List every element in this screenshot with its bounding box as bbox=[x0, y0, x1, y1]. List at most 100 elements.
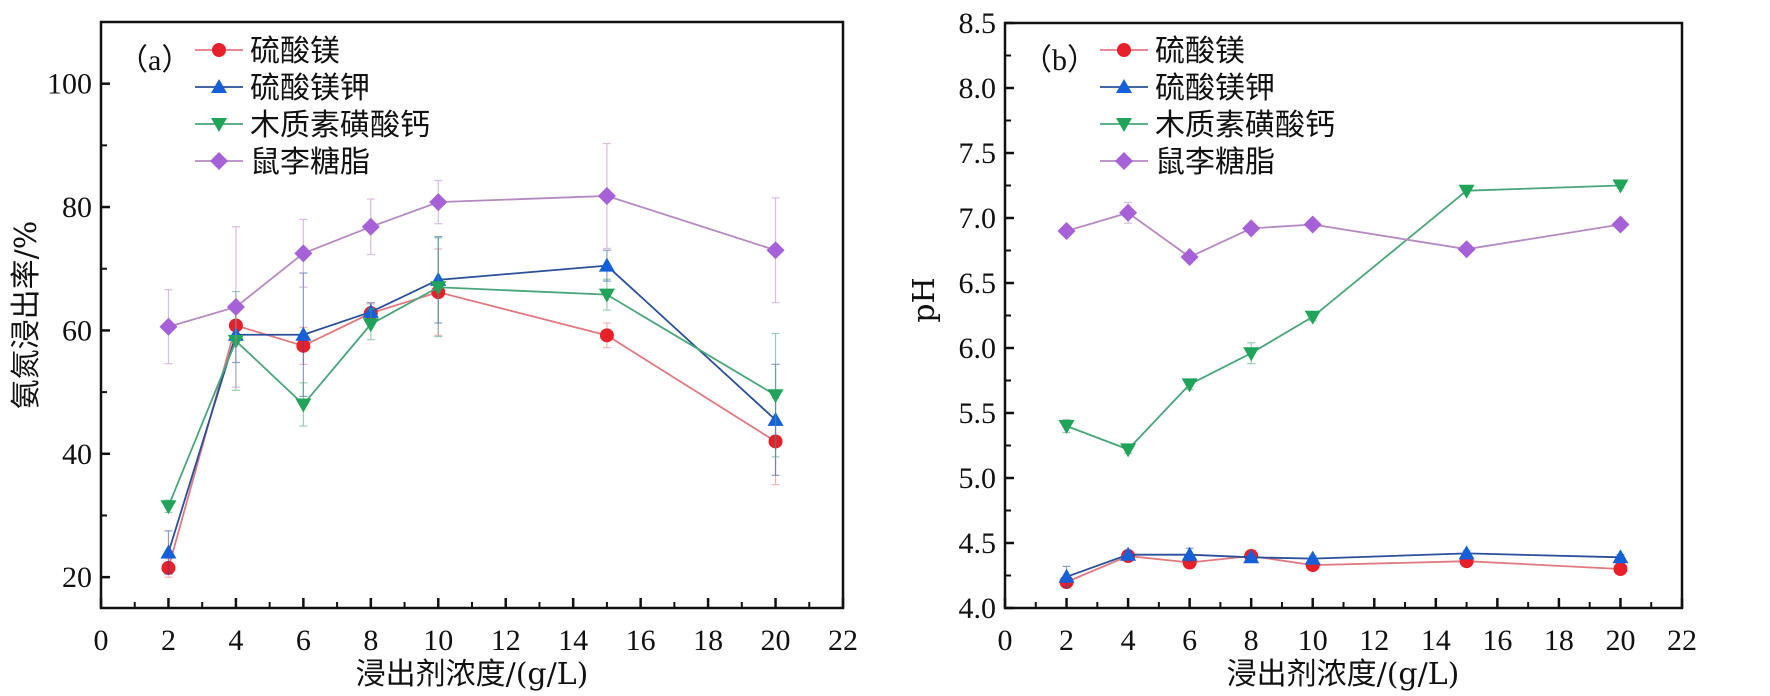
legend-item: 木质素磺酸钙 bbox=[1100, 108, 1335, 143]
x-tick-label: 14 bbox=[1421, 624, 1451, 657]
data-point bbox=[766, 241, 785, 260]
legend-label: 木质素磺酸钙 bbox=[1155, 108, 1335, 143]
series-line bbox=[167, 264, 777, 553]
chart-a-y-axis-title: 氨氮浸出率/% bbox=[9, 221, 44, 410]
y-tick-label: 80 bbox=[62, 191, 92, 224]
data-point bbox=[1058, 420, 1075, 434]
y-tick-label: 40 bbox=[62, 438, 92, 471]
data-point bbox=[159, 317, 178, 336]
legend-marker bbox=[1115, 152, 1133, 170]
x-tick-label: 12 bbox=[1359, 624, 1389, 657]
y-tick-label: 20 bbox=[62, 561, 92, 594]
data-point bbox=[1611, 215, 1630, 234]
legend-item: 硫酸镁钾 bbox=[195, 71, 370, 106]
y-tick-label: 60 bbox=[62, 314, 92, 347]
x-tick-label: 0 bbox=[998, 624, 1013, 657]
legend-item: 硫酸镁钾 bbox=[1100, 71, 1275, 106]
x-tick-label: 4 bbox=[1121, 624, 1136, 657]
data-point bbox=[1180, 248, 1199, 266]
data-point bbox=[1612, 549, 1629, 564]
legend-label: 鼠李糖脂 bbox=[250, 145, 370, 180]
chart-a-plot-frame bbox=[99, 20, 845, 610]
x-tick-label: 16 bbox=[626, 624, 656, 657]
y-tick-label: 7.5 bbox=[959, 137, 997, 170]
data-point bbox=[1181, 546, 1198, 561]
y-tick-label: 8.0 bbox=[959, 72, 997, 105]
data-point bbox=[1057, 222, 1076, 240]
data-point bbox=[1243, 549, 1260, 564]
chart-b-y-ticks: 4.0 4.5 5.0 5.5 6.0 6.5 7.0 7.5 8.0 8.5 bbox=[959, 7, 1014, 625]
series-line bbox=[1066, 555, 1621, 583]
data-point bbox=[1242, 219, 1261, 238]
y-tick-label: 4.0 bbox=[959, 592, 997, 625]
legend-marker bbox=[210, 152, 228, 170]
y-tick-label: 7.0 bbox=[959, 202, 997, 235]
x-tick-label: 2 bbox=[161, 624, 176, 657]
x-tick-label: 8 bbox=[363, 624, 378, 657]
x-tick-label: 6 bbox=[1182, 624, 1197, 657]
data-point bbox=[1612, 179, 1629, 194]
chart-a-series bbox=[159, 142, 785, 578]
data-point bbox=[160, 500, 177, 515]
data-point bbox=[1058, 568, 1075, 583]
x-tick-label: 4 bbox=[228, 624, 243, 657]
legend-label: 硫酸镁 bbox=[1155, 34, 1245, 69]
legend-marker bbox=[1116, 118, 1132, 132]
legend-item: 木质素磺酸钙 bbox=[195, 108, 430, 143]
series-4 bbox=[1057, 201, 1630, 266]
legend-item: 鼠李糖脂 bbox=[1100, 145, 1275, 180]
x-tick-label: 22 bbox=[1667, 624, 1697, 657]
data-point bbox=[429, 193, 448, 212]
legend-label: 鼠李糖脂 bbox=[1155, 145, 1275, 180]
legend-item: 硫酸镁 bbox=[1100, 34, 1245, 69]
series-3 bbox=[160, 237, 784, 515]
x-tick-label: 10 bbox=[1298, 624, 1328, 657]
data-point bbox=[430, 281, 447, 296]
x-tick-label: 0 bbox=[94, 624, 109, 657]
legend-marker bbox=[1117, 43, 1131, 57]
x-tick-label: 2 bbox=[1059, 624, 1074, 657]
chart-b-series bbox=[1057, 179, 1630, 589]
data-point bbox=[295, 398, 312, 413]
series-1 bbox=[161, 248, 783, 578]
data-point bbox=[767, 389, 784, 404]
y-tick-label: 8.5 bbox=[959, 7, 997, 40]
data-point bbox=[1304, 310, 1321, 325]
data-point bbox=[1243, 347, 1260, 362]
data-point bbox=[1304, 550, 1321, 565]
legend-item: 硫酸镁 bbox=[195, 34, 340, 69]
x-tick-label: 12 bbox=[491, 624, 521, 657]
data-point bbox=[361, 217, 380, 236]
legend-label: 硫酸镁 bbox=[250, 34, 340, 69]
series-2 bbox=[1058, 545, 1629, 588]
legend-marker bbox=[1116, 79, 1132, 93]
data-point bbox=[1303, 215, 1322, 234]
chart-b-panel-label: （b） bbox=[1022, 44, 1097, 77]
legend-label: 木质素磺酸钙 bbox=[250, 108, 430, 143]
chart-b-x-axis-title: 浸出剂浓度/(g/L) bbox=[1227, 657, 1460, 692]
y-tick-label: 5.0 bbox=[959, 462, 997, 495]
series-4 bbox=[159, 142, 785, 388]
data-point bbox=[295, 326, 312, 341]
chart-a-panel-label: （a） bbox=[118, 44, 191, 77]
x-tick-label: 20 bbox=[1605, 624, 1635, 657]
data-point bbox=[597, 186, 616, 205]
y-tick-label: 6.5 bbox=[959, 267, 997, 300]
data-point bbox=[1120, 546, 1137, 561]
chart-b-x-ticks: 0 2 4 6 8 10 12 14 16 18 20 22 bbox=[998, 598, 1697, 657]
series-line bbox=[167, 286, 777, 507]
chart-a-x-ticks: 0 2 4 6 8 10 12 14 16 18 20 22 bbox=[94, 598, 858, 657]
data-point bbox=[294, 244, 313, 263]
legend-marker bbox=[212, 43, 226, 57]
x-tick-label: 16 bbox=[1482, 624, 1512, 657]
legend-label: 硫酸镁钾 bbox=[1155, 71, 1275, 106]
series-line bbox=[168, 195, 776, 328]
data-point bbox=[1613, 562, 1628, 576]
x-tick-label: 6 bbox=[296, 624, 311, 657]
x-tick-label: 20 bbox=[761, 624, 791, 657]
chart-b-y-axis-title: pH bbox=[907, 277, 942, 322]
chart-b-plot-frame bbox=[1003, 21, 1684, 610]
data-point bbox=[1457, 240, 1476, 259]
